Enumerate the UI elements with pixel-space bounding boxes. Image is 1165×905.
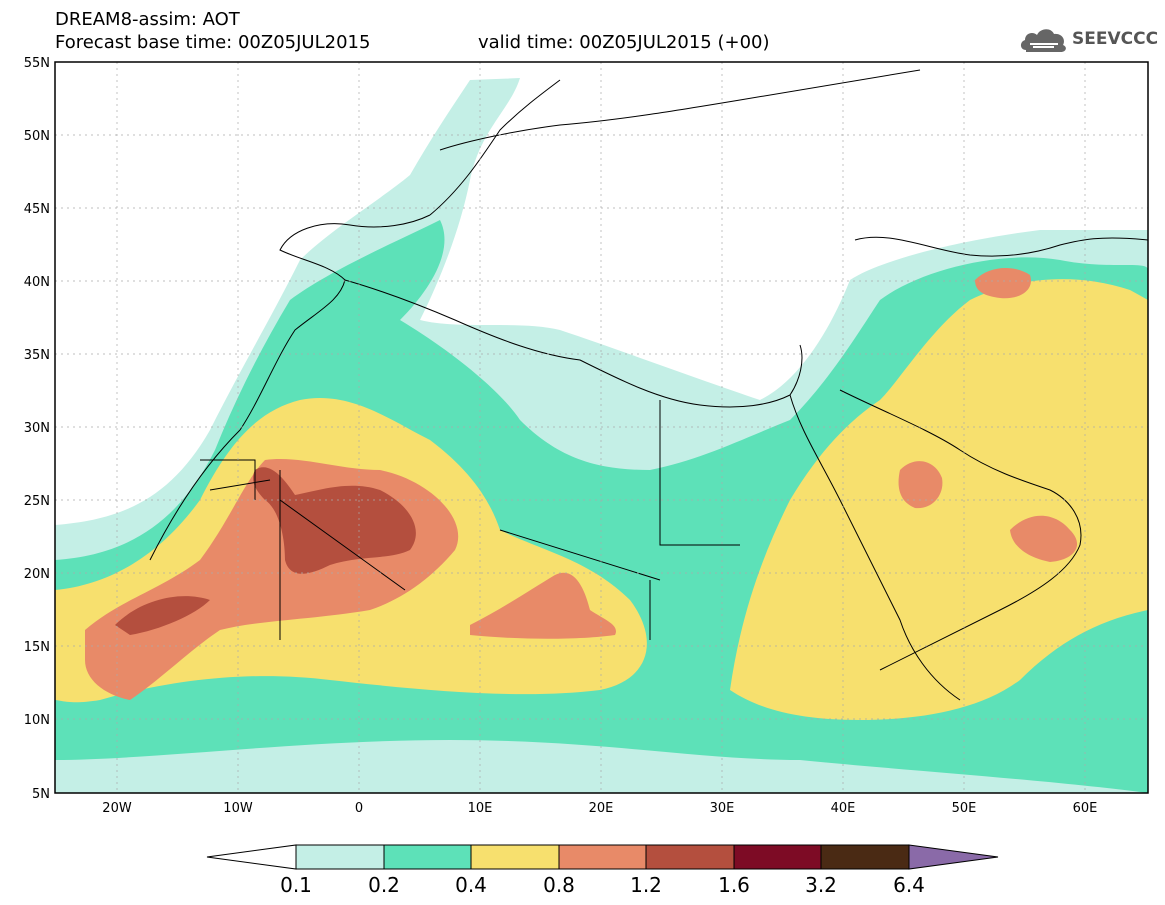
colorbar-label: 0.2 xyxy=(368,873,400,897)
lon-tick-label: 20W xyxy=(102,801,132,816)
colorbar-swatch xyxy=(820,844,910,870)
aot-band-1.2 xyxy=(115,467,416,635)
valid-time: valid time: 00Z05JUL2015 (+00) xyxy=(478,32,770,53)
lon-tick-label: 10E xyxy=(468,801,493,816)
colorbar-under-triangle xyxy=(206,844,297,870)
colorbar-label: 1.6 xyxy=(718,873,750,897)
lon-tick-label: 10W xyxy=(223,801,253,816)
lon-axis: 20W 10W 0 10E 20E 30E 40E 50E 60E xyxy=(102,801,1097,816)
forecast-base-time: Forecast base time: 00Z05JUL2015 xyxy=(55,32,371,53)
lat-tick-label: 20N xyxy=(24,567,50,582)
colorbar-label: 0.1 xyxy=(280,873,312,897)
lat-tick-label: 50N xyxy=(24,129,50,144)
lon-tick-label: 20E xyxy=(589,801,614,816)
colorbar-label: 0.4 xyxy=(455,873,487,897)
lat-tick-label: 25N xyxy=(24,494,50,509)
colorbar-swatch xyxy=(383,844,472,870)
lat-axis: 55N 50N 45N 40N 35N 30N 25N 20N 15N 10N … xyxy=(24,56,50,802)
lat-tick-label: 40N xyxy=(24,275,50,290)
lat-tick-label: 10N xyxy=(24,713,50,728)
aot-band-0.8 xyxy=(85,268,1078,700)
colorbar-swatch xyxy=(295,844,385,870)
colorbar-label: 0.8 xyxy=(543,873,575,897)
lat-tick-label: 30N xyxy=(24,421,50,436)
colorbar-label: 6.4 xyxy=(893,873,925,897)
lat-tick-label: 35N xyxy=(24,348,50,363)
lon-tick-label: 50E xyxy=(952,801,977,816)
colorbar: 0.1 0.2 0.4 0.8 1.2 1.6 3.2 6.4 xyxy=(206,844,999,897)
colorbar-swatch xyxy=(733,844,822,870)
colorbar-label: 3.2 xyxy=(805,873,837,897)
colorbar-swatch xyxy=(470,844,560,870)
colorbar-label: 1.2 xyxy=(630,873,662,897)
map-title: DREAM8-assim: AOT xyxy=(55,9,240,30)
coastlines xyxy=(149,69,1148,701)
aot-field xyxy=(55,62,1148,793)
lat-tick-label: 5N xyxy=(32,787,50,802)
logo-text: SEEVCCC xyxy=(1072,29,1159,49)
lat-tick-label: 45N xyxy=(24,202,50,217)
cloud-icon xyxy=(1020,29,1066,52)
lat-tick-label: 55N xyxy=(24,56,50,71)
colorbar-swatch xyxy=(645,844,735,870)
seevccc-logo: SEEVCCC xyxy=(1018,22,1158,56)
lon-tick-label: 30E xyxy=(710,801,735,816)
lat-tick-label: 15N xyxy=(24,640,50,655)
plot-frame xyxy=(54,61,1149,794)
lon-tick-label: 60E xyxy=(1073,801,1098,816)
colorbar-swatch xyxy=(558,844,647,870)
lon-tick-label: 40E xyxy=(831,801,856,816)
lon-tick-label: 0 xyxy=(355,801,363,816)
graticule xyxy=(55,62,1148,793)
colorbar-over-triangle xyxy=(908,844,999,870)
